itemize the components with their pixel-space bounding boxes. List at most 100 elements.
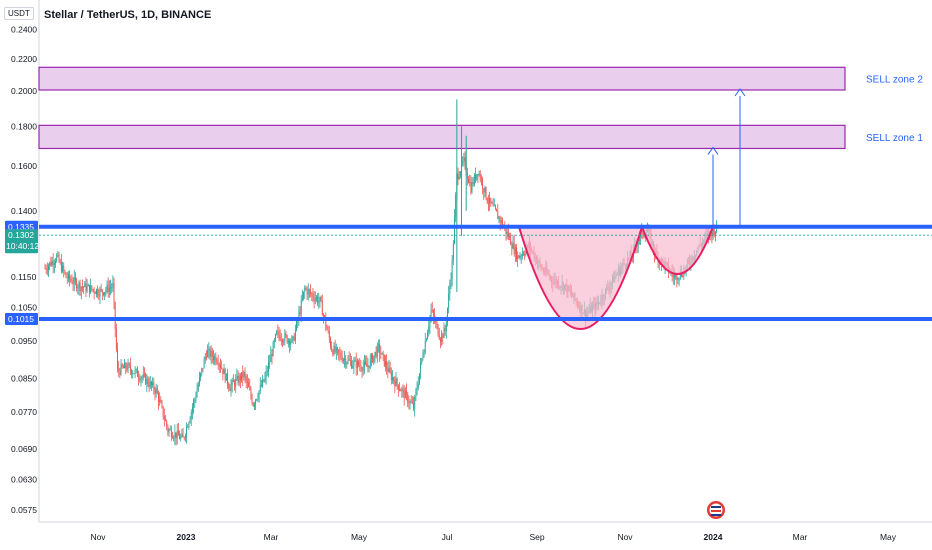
candle-body [69, 273, 71, 280]
candle-body [339, 352, 341, 354]
candle-body [87, 284, 89, 287]
candle-body [314, 298, 316, 301]
candle-body [57, 254, 59, 256]
candle-body [169, 429, 171, 431]
candle-body [315, 297, 317, 299]
candle-body [214, 356, 216, 360]
candle-body [217, 362, 219, 365]
candle-body [206, 356, 207, 358]
candle-body [491, 202, 493, 204]
candle-body [100, 289, 102, 290]
candle-body [258, 390, 260, 398]
candle-body [44, 268, 46, 270]
candle-body [278, 331, 280, 336]
candle-body [678, 277, 680, 280]
handle-curve [641, 226, 714, 275]
candle-body [389, 367, 391, 373]
candle-body [360, 365, 362, 370]
current-price-time: 10:40:12 [6, 241, 39, 251]
candle-body [291, 336, 293, 342]
candle-body [714, 231, 716, 235]
candle-body [131, 370, 133, 375]
candle-body [96, 289, 97, 294]
candle-body [313, 297, 315, 301]
candle-body [524, 254, 526, 256]
candle-body [463, 157, 465, 162]
candle-body [231, 380, 233, 385]
candle-body [500, 220, 502, 223]
candle-body [253, 404, 255, 406]
candle-body [162, 406, 164, 417]
candle-body [421, 358, 423, 363]
candle-body [337, 347, 338, 350]
tradingview-logo-icon [707, 501, 725, 519]
candle-body [411, 402, 413, 404]
candle-body [249, 387, 251, 390]
candle-body [49, 262, 51, 266]
candle-body [168, 429, 170, 432]
candle-body [493, 205, 495, 207]
candle-body [317, 297, 319, 303]
candle-body [84, 283, 86, 288]
candle-body [392, 377, 393, 380]
candle-body [464, 157, 466, 162]
candle-body [107, 284, 109, 293]
candle-body [85, 283, 87, 292]
candle-body [242, 372, 244, 378]
candle-body [135, 369, 137, 370]
candle-body [335, 347, 337, 352]
candle-body [59, 261, 61, 263]
candle-body [459, 171, 461, 177]
candle-body [186, 426, 188, 436]
candle-body [677, 279, 679, 281]
candle-body [675, 274, 677, 276]
candle-body [113, 282, 115, 303]
candle-body [78, 282, 80, 288]
candle-body [466, 173, 468, 179]
level-tag-label: 0.1015 [8, 314, 34, 324]
candle-body [430, 309, 432, 317]
candle-body [425, 339, 427, 341]
logo-bar [711, 506, 721, 508]
candle-body [216, 362, 218, 363]
candle-body [201, 368, 203, 374]
candle-body [303, 291, 305, 298]
candle-body [407, 393, 409, 403]
x-tick-label: 2023 [177, 532, 196, 542]
candle-body [332, 350, 334, 355]
candle-body [64, 270, 66, 273]
candle-body [351, 361, 352, 368]
candle-body [420, 362, 422, 374]
candle-body [207, 350, 209, 357]
candle-body [346, 362, 348, 365]
candle-body [381, 352, 383, 355]
candle-body [67, 273, 69, 279]
candle-body [326, 326, 328, 330]
candle-body [472, 181, 474, 185]
candle-body [712, 228, 714, 237]
candle-body [327, 329, 329, 332]
candle-body [144, 373, 145, 375]
target-arrows [707, 88, 746, 228]
candle-body [268, 362, 269, 372]
candle-body [454, 216, 455, 244]
candle-body [215, 356, 217, 363]
candle-body [111, 287, 113, 289]
candle-body [222, 368, 224, 375]
candle-body [498, 217, 500, 219]
candle-body [180, 436, 182, 439]
candle-body [395, 378, 397, 387]
candle-body [115, 328, 117, 350]
candle-body [499, 217, 501, 223]
candle-body [355, 360, 357, 369]
candle-body [347, 359, 349, 363]
candle-body [183, 437, 185, 439]
candle-body [345, 358, 347, 365]
y-tick-label: 0.1800 [11, 121, 37, 131]
candle-body [401, 388, 403, 392]
candle-body [245, 376, 247, 382]
candle-body [140, 377, 142, 381]
candle-body [306, 289, 308, 295]
candle-body [452, 243, 454, 260]
